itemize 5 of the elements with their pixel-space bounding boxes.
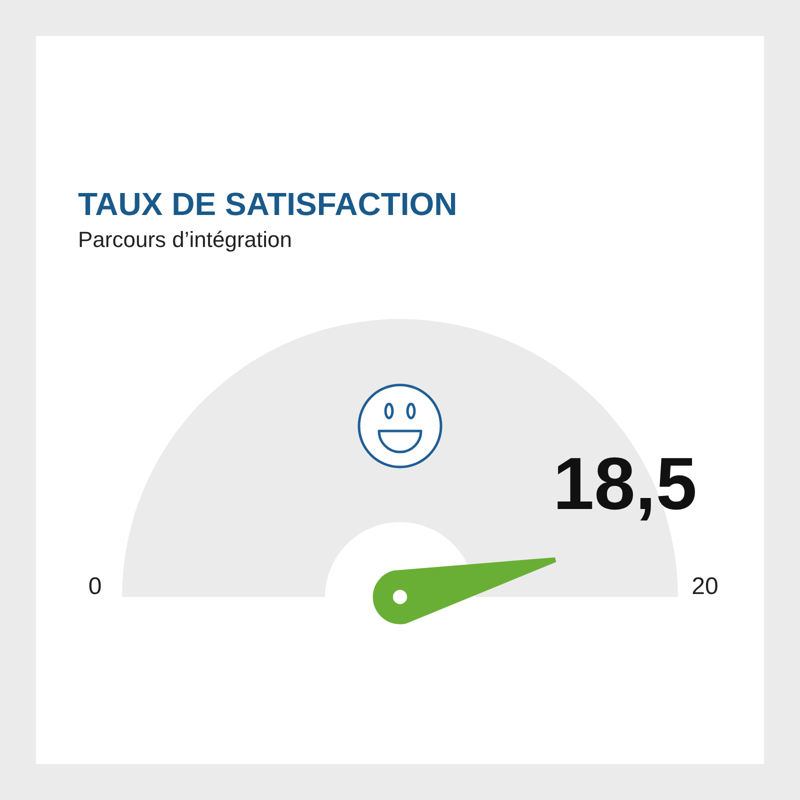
text: 0 <box>88 573 102 600</box>
text: 20 <box>692 573 718 600</box>
text: TAUX DE SATISFACTION <box>78 186 458 222</box>
data-label: 18,5 <box>552 442 698 525</box>
text: Parcours d’intégration <box>78 227 292 252</box>
